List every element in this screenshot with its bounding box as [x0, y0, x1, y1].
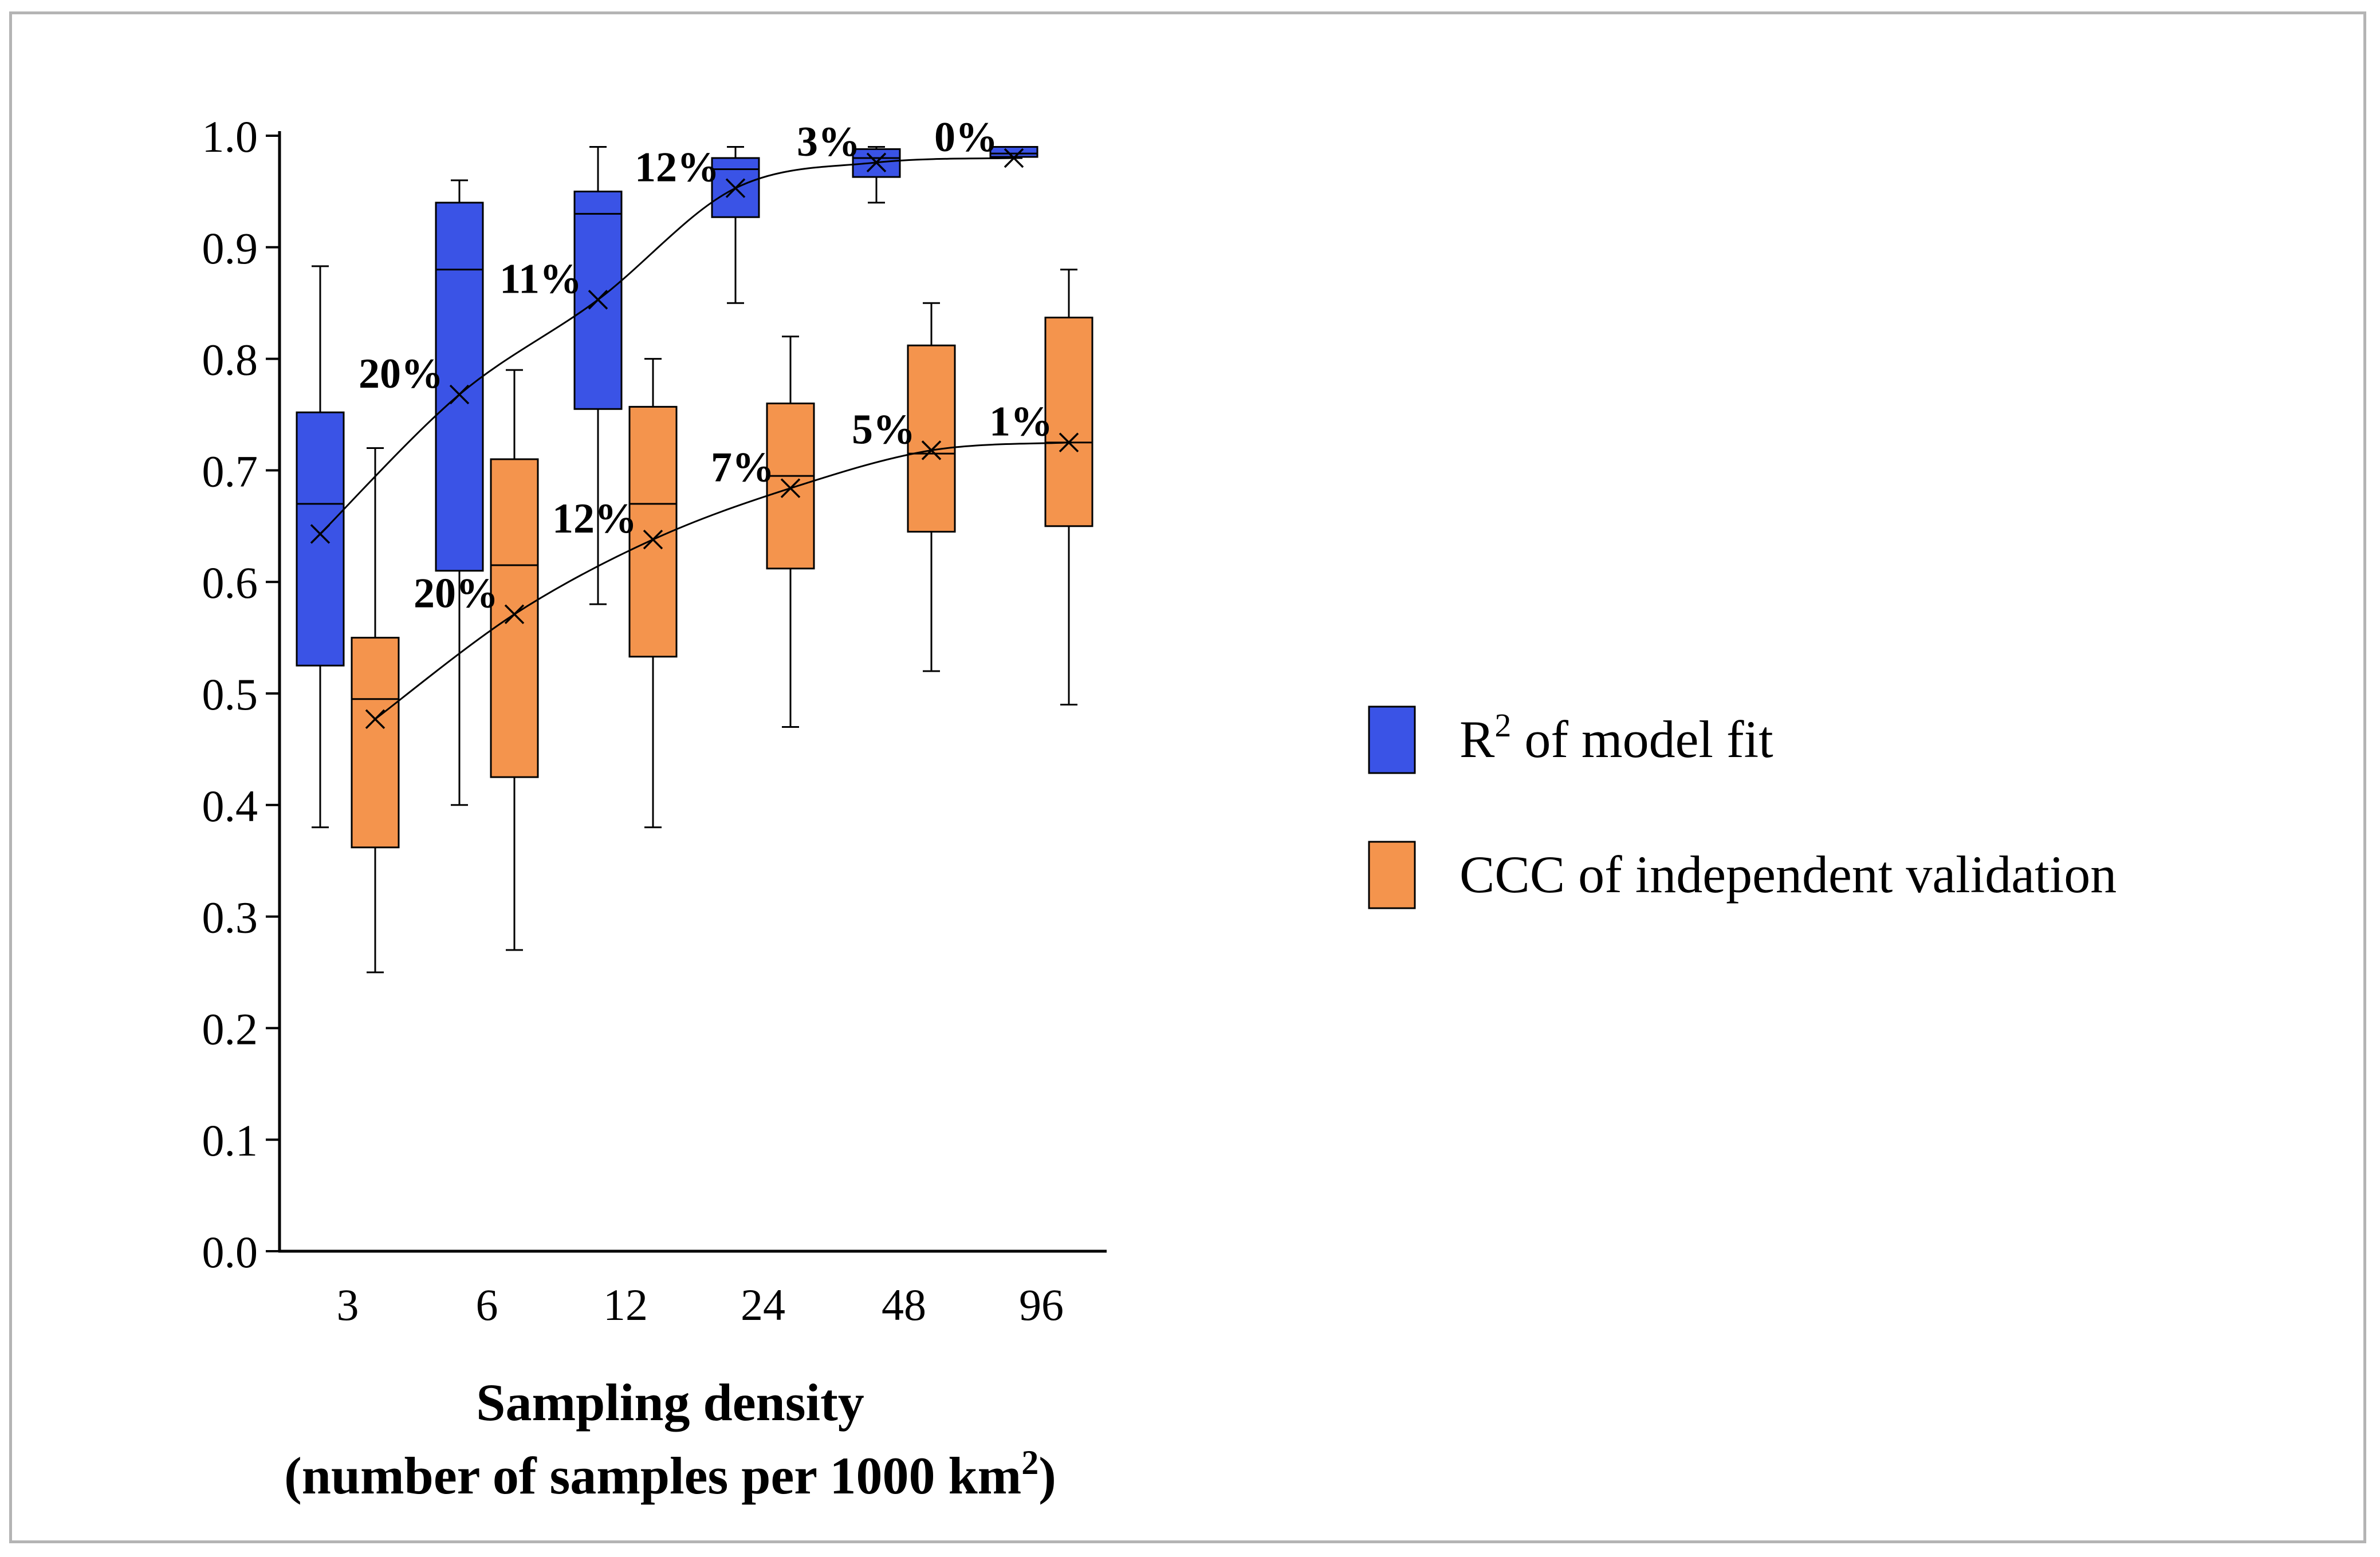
legend: R2 of model fit CCC of independent valida… [1368, 705, 2117, 909]
mean-marker-stroke [921, 440, 942, 460]
mean-marker-stroke [1004, 148, 1024, 168]
box-iqr [351, 637, 400, 849]
x-axis-title-line2: (number of samples per 1000 km2) [284, 1444, 1056, 1505]
mean-trend-line [319, 157, 1014, 535]
chart-frame [9, 11, 2366, 1543]
y-tick-label: 0.6 [202, 558, 258, 608]
percent-label: 0% [934, 114, 998, 161]
mean-marker-stroke [1059, 432, 1079, 452]
mean-marker [1004, 148, 1024, 168]
percent-label: 20% [359, 350, 443, 397]
y-tick-label: 0.2 [202, 1004, 258, 1054]
mean-marker [365, 709, 385, 730]
percent-label: 7% [711, 444, 774, 491]
x-tick-label: 6 [476, 1280, 498, 1330]
mean-marker-stroke [365, 709, 385, 730]
mean-marker [866, 152, 887, 172]
x-tick-label: 3 [337, 1280, 359, 1330]
box-iqr [907, 344, 956, 533]
box-plot [490, 369, 539, 951]
mean-marker [588, 290, 608, 310]
y-tick-label: 0.5 [202, 669, 258, 719]
y-tick-label: 0.0 [202, 1227, 258, 1277]
mean-trend-line [375, 442, 1069, 720]
mean-marker-stroke [725, 178, 746, 198]
box-plot [628, 358, 678, 829]
box-plot [1044, 269, 1093, 705]
x-tick-label: 24 [741, 1280, 785, 1330]
mean-marker [725, 178, 746, 198]
mean-marker [504, 604, 525, 624]
box-plot [435, 179, 484, 806]
mean-marker-stroke [449, 384, 470, 405]
box-iqr [1044, 317, 1093, 527]
y-tick-label: 0.7 [202, 446, 258, 496]
mean-marker [310, 524, 331, 544]
percent-label: 12% [635, 144, 719, 191]
mean-marker-stroke [588, 290, 608, 310]
box-plot [852, 145, 901, 204]
legend-entry: R2 of model fit [1368, 705, 1773, 774]
mean-marker [1059, 432, 1079, 452]
legend-swatch [1368, 841, 1416, 909]
percent-labels: 20% 11% 12% 3% 0% 20% 12% 7% 5% 1% [359, 114, 1053, 617]
box-iqr [435, 202, 484, 572]
mean-trend-lines [310, 148, 1079, 730]
y-tick-label: 0.3 [202, 893, 258, 943]
y-tick-label: 0.4 [202, 781, 258, 831]
percent-label: 11% [499, 255, 582, 302]
y-tick-label: 0.1 [202, 1115, 258, 1165]
mean-marker [449, 384, 470, 405]
legend-entry: CCC of independent validation [1368, 841, 2117, 909]
box-iqr [296, 411, 345, 667]
mean-marker [643, 529, 663, 550]
mean-marker-stroke [643, 529, 663, 550]
mean-marker-stroke [310, 524, 331, 544]
x-axis-title-line1: Sampling density [476, 1373, 864, 1432]
box-iqr [490, 458, 539, 778]
mean-marker-stroke [866, 152, 887, 172]
box-plot [351, 447, 400, 973]
y-tick-label: 1.0 [202, 112, 258, 161]
axes: 0.0 0.1 0.2 0.3 0.4 0.5 0.6 0.7 0.8 0.9 1.0 3 6 12 24 4… [202, 112, 1107, 1330]
mean-marker-stroke [504, 604, 525, 624]
x-tick-label: 12 [603, 1280, 648, 1330]
x-axis-title: Sampling density (number of samples per … [284, 1373, 1056, 1505]
box-plots [296, 145, 1093, 973]
x-tick-label: 48 [882, 1280, 926, 1330]
mean-marker-stroke [780, 478, 801, 498]
box-iqr [852, 148, 901, 178]
mean-marker [780, 478, 801, 498]
percent-label: 1% [989, 399, 1053, 446]
mean-marker [921, 440, 942, 460]
legend-swatch [1368, 705, 1416, 774]
y-tick-label: 0.9 [202, 223, 258, 273]
legend-label: R2 of model fit [1460, 707, 1773, 768]
x-tick-label: 96 [1019, 1280, 1064, 1330]
y-tick-label: 0.8 [202, 335, 258, 385]
percent-label: 12% [552, 495, 637, 542]
percent-label: 5% [852, 406, 915, 453]
percent-label: 20% [414, 570, 498, 617]
percent-label: 3% [797, 119, 860, 165]
box-iqr [766, 403, 815, 570]
box-plot [296, 265, 345, 829]
legend-label: CCC of independent validation [1460, 845, 2117, 904]
box-plot [907, 302, 956, 672]
box-plot [766, 336, 815, 728]
